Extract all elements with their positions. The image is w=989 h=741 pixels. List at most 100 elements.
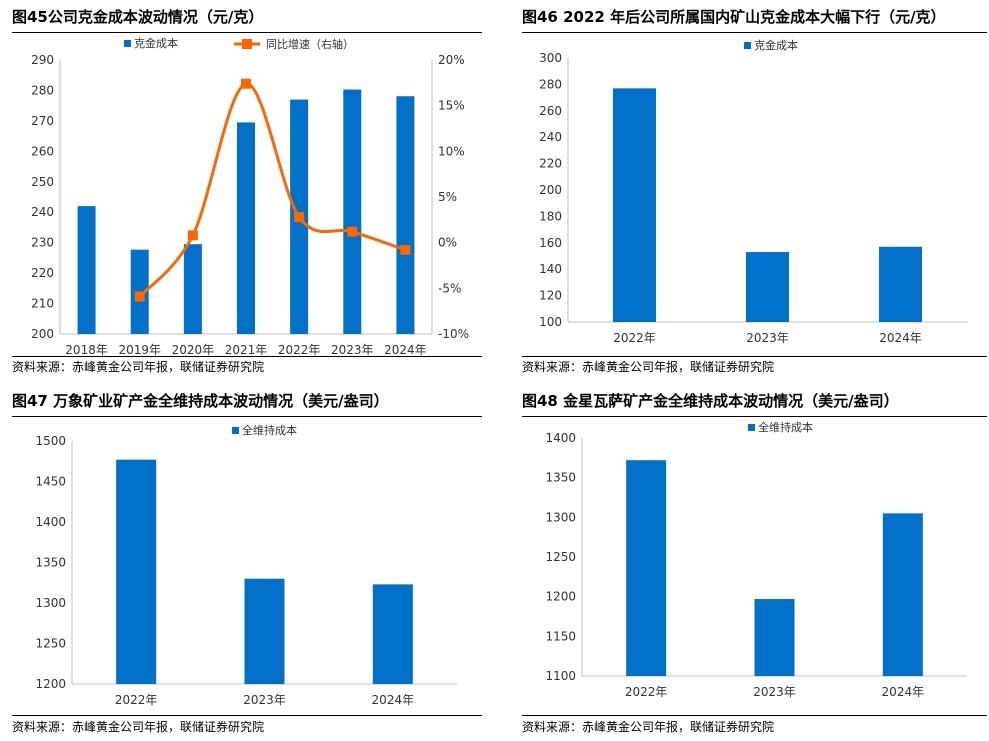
x-tick-label: 2023年: [243, 693, 286, 707]
x-tick-label: 2022年: [613, 331, 656, 345]
x-tick-label: 2023年: [331, 343, 374, 357]
y-tick-label: 290: [31, 53, 54, 67]
y2-tick-label: -5%: [438, 281, 461, 295]
chart-title: 图47 万象矿业矿产金全维持成本波动情况（美元/盎司）: [12, 392, 389, 410]
legend-swatch: [232, 427, 239, 434]
y-tick-label: 200: [539, 183, 562, 197]
legend-marker: [242, 39, 252, 49]
bar: [183, 244, 202, 334]
line-marker: [347, 226, 358, 237]
chart-svg: 200 210 220 230 240 250 260 270 280 290 2018年 2019年…: [31, 36, 469, 357]
line-marker: [294, 212, 305, 223]
x-tick-label: 2024年: [384, 343, 427, 357]
bar: [746, 252, 789, 322]
x-tick-label: 2020年: [172, 343, 215, 357]
y2-tick-label: 10%: [438, 144, 465, 158]
bar: [372, 584, 413, 684]
y-tick-label: 1150: [545, 629, 576, 643]
y2-tick-label: 5%: [438, 190, 457, 204]
chart-svg: 1100 1150 1200 1250 1300 1350 1400 2022年 2023年 20…: [545, 420, 967, 699]
y-tick-label: 250: [31, 175, 54, 189]
y-tick-label: 1100: [545, 669, 576, 683]
y2-tick-label: 0%: [438, 236, 457, 250]
y-tick-label: 1250: [35, 637, 66, 651]
bar: [613, 88, 656, 322]
bar: [77, 206, 96, 334]
source-note: 资料来源：赤峰黄金公司年报，联储证券研究院: [522, 360, 775, 374]
title-divider: [522, 32, 987, 33]
line-marker: [400, 244, 411, 255]
y-tick-label: 220: [539, 157, 562, 171]
legend-label: 克金成本: [134, 36, 178, 50]
source-divider: [522, 356, 987, 357]
bar: [244, 578, 285, 684]
line-marker: [241, 78, 251, 89]
legend-swatch: [748, 424, 755, 431]
y-tick-label: 1350: [545, 471, 576, 485]
series-line: [138, 82, 406, 298]
y-tick-label: 280: [31, 83, 54, 97]
y2-tick-label: 20%: [438, 53, 465, 67]
bar: [879, 246, 922, 322]
y-tick-label: 160: [539, 236, 562, 250]
y-tick-label: 230: [31, 236, 54, 250]
bar: [626, 460, 667, 676]
y-tick-label: 270: [31, 114, 54, 128]
chart-panel-47: 图47 万象矿业矿产金全维持成本波动情况（美元/盎司） 1200 1250 1300…: [12, 392, 482, 741]
x-tick-label: 2022年: [115, 693, 158, 707]
title-divider: [522, 416, 987, 417]
legend-label: 克金成本: [754, 38, 798, 52]
legend-swatch: [124, 40, 131, 47]
line-marker: [187, 230, 198, 241]
y-tick-label: 280: [539, 77, 562, 91]
x-tick-label: 2019年: [118, 343, 161, 357]
source-note: 资料来源：赤峰黄金公司年报，联储证券研究院: [522, 720, 775, 734]
bar: [116, 459, 157, 684]
y-tick-label: 260: [31, 144, 54, 158]
y-tick-label: 120: [539, 289, 562, 303]
chart-title: 图48 金星瓦萨矿产金全维持成本波动情况（美元/盎司）: [522, 392, 899, 410]
y-tick-label: 140: [539, 262, 562, 276]
y-tick-label: 100: [539, 315, 562, 329]
y-tick-label: 1400: [35, 515, 66, 529]
x-tick-label: 2024年: [882, 685, 925, 699]
bar: [882, 513, 923, 676]
legend-swatch: [744, 42, 751, 49]
y2-tick-label: -10%: [438, 327, 469, 341]
x-tick-label: 2023年: [746, 331, 789, 345]
y-tick-label: 1300: [545, 510, 576, 524]
chart-title: 图45公司克金成本波动情况（元/克）: [12, 8, 264, 26]
y-tick-label: 300: [539, 51, 562, 65]
chart-panel-48: 图48 金星瓦萨矿产金全维持成本波动情况（美元/盎司） 1100 1150 1200…: [522, 392, 987, 741]
x-tick-label: 2022年: [625, 685, 668, 699]
bar: [237, 122, 255, 335]
y-tick-label: 240: [539, 130, 562, 144]
chart-svg: 1200 1250 1300 1350 1400 1450 1500 2022年 2023年 20…: [35, 423, 457, 707]
source-note: 资料来源：赤峰黄金公司年报，联储证券研究院: [12, 720, 265, 734]
chart-svg: 100 120 140 160 180 200 220 240 260 280 300 2022年 20…: [539, 38, 967, 345]
y-tick-label: 180: [539, 209, 562, 223]
y-tick-label: 210: [31, 297, 54, 311]
x-tick-label: 2023年: [753, 685, 796, 699]
bar: [754, 599, 795, 676]
bar: [396, 96, 415, 335]
y-tick-label: 1350: [35, 556, 66, 570]
source-divider: [12, 356, 482, 357]
source-divider: [12, 715, 482, 716]
bar: [343, 89, 362, 334]
y-tick-label: 260: [539, 104, 562, 118]
y-tick-label: 1450: [35, 475, 66, 489]
legend-label: 同比增速（右轴）: [266, 37, 354, 51]
y-tick-label: 1200: [545, 590, 576, 604]
chart-title: 图46 2022 年后公司所属国内矿山克金成本大幅下行（元/克）: [522, 8, 946, 26]
source-divider: [522, 715, 987, 716]
legend-label: 全维持成本: [242, 423, 297, 437]
x-tick-label: 2024年: [372, 693, 415, 707]
y-tick-label: 1250: [545, 550, 576, 564]
legend-label: 全维持成本: [758, 420, 813, 434]
chart-panel-45: 图45公司克金成本波动情况（元/克） 200 210 220 230 240 250 260…: [12, 8, 482, 378]
x-tick-label: 2018年: [65, 343, 108, 357]
y-tick-label: 1200: [35, 677, 66, 691]
source-note: 资料来源：赤峰黄金公司年报，联储证券研究院: [12, 360, 265, 374]
y-tick-label: 200: [31, 327, 54, 341]
